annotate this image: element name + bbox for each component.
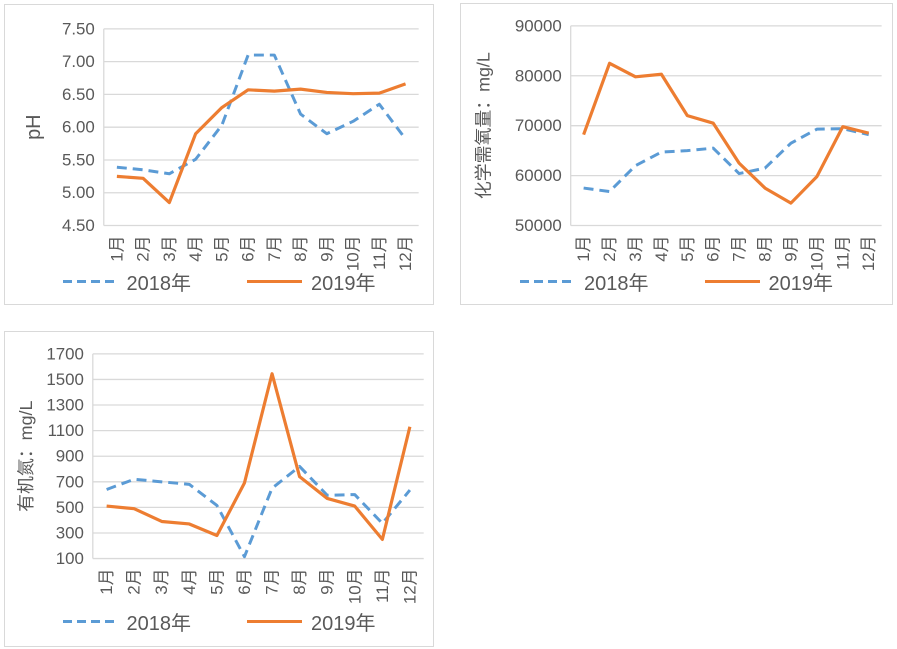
x-axis-tick-label: 6月 [235,568,254,594]
x-axis-tick-label: 8月 [756,235,775,261]
legend-item-2019: 2019年 [247,267,376,296]
y-axis-tick-label: 60000 [515,166,562,185]
series-2018年-line [116,53,407,176]
y-axis-tick-label: 700 [56,472,84,491]
legend-2019-line-sample [247,280,302,283]
x-axis-tick-label: 10月 [807,235,826,271]
x-axis-tick-label: 6月 [239,235,258,261]
legend-2018-dash-sample [62,620,118,623]
x-axis-tick-label: 11月 [373,568,392,602]
legend-2018-dash-sample [520,280,575,283]
x-axis-tick-label: 10月 [345,568,364,604]
x-axis-tick-label: 4月 [180,568,199,594]
y-axis-tick-label: 80000 [515,66,562,85]
legend-organic-nitrogen: 2018年 2019年 [5,607,433,636]
x-axis-tick-label: 5月 [212,235,231,261]
organic-nitrogen-line-chart: 1700 1500 1300 1100 900 700 500 300 100 1月 2月 3月 4月 5… [16,344,424,604]
legend-2019-label: 2019年 [768,273,834,295]
series-2019年-line [106,372,412,541]
y-axis-title: pH [23,114,45,139]
x-axis-tick-label: 1月 [574,235,593,261]
x-axis-tick-label: 4月 [186,235,205,261]
y-axis-tick-label: 100 [56,549,84,568]
x-axis-tick-label: 3月 [152,568,171,594]
y-axis-tick-label: 6.50 [62,85,95,104]
legend-item-2019: 2019年 [247,607,376,636]
y-axis-tick-label: 7.00 [62,52,95,71]
legend-ph: 2018年 2019年 [5,267,433,296]
legend-2018-label: 2018年 [126,273,192,295]
legend-2018-dash-sample [62,280,118,283]
x-axis-tick-label: 2月 [134,235,153,261]
y-axis-tick-label: 500 [56,498,84,517]
x-axis-tick-label: 12月 [396,235,415,271]
legend-item-2018: 2018年 [62,267,192,296]
y-axis-title: 有机氮：mg/L [16,401,36,512]
x-axis-tick-label: 9月 [781,235,800,261]
y-axis-tick-label: 900 [56,447,84,466]
y-axis-tick-label: 70000 [515,116,562,135]
x-axis-tick-label: 10月 [344,235,363,271]
chart-panel-cod: 90000 80000 70000 60000 50000 1月 2月 3月 4月 5月 6月 7月 8… [460,3,893,305]
legend-item-2019: 2019年 [704,267,834,296]
series-2018年-line [583,127,870,194]
x-axis-tick-label: 4月 [652,235,671,261]
x-axis-tick-label: 1月 [107,235,126,261]
x-axis-tick-label: 2月 [600,235,619,261]
y-axis-tick-label: 5.50 [62,150,95,169]
y-axis-tick-label: 7.50 [62,19,95,38]
cod-line-chart: 90000 80000 70000 60000 50000 1月 2月 3月 4月 5月 6月 7月 8… [473,16,882,271]
x-axis-tick-label: 7月 [730,235,749,261]
y-axis-tick-label: 4.50 [62,216,95,235]
x-axis-tick-label: 7月 [263,568,282,594]
series-2018年-line [106,464,412,559]
legend-item-2018: 2018年 [62,607,192,636]
ph-line-chart: 7.50 7.00 6.50 6.00 5.50 5.00 4.50 1月 2月 3月 4月 5月 6月… [23,19,419,271]
x-axis-tick-label: 12月 [400,568,419,604]
y-axis-tick-label: 5.00 [62,183,95,202]
x-axis-tick-label: 8月 [290,568,309,594]
y-axis-title: 化学需氧量：mg/L [473,52,493,199]
y-axis-tick-label: 50000 [515,216,562,235]
y-axis-tick-label: 6.00 [62,118,95,137]
series-2019年-line [116,82,407,205]
legend-2019-label: 2019年 [311,273,376,295]
y-axis-tick-label: 1300 [46,396,84,415]
x-axis-tick-label: 3月 [626,235,645,261]
chart-panel-organic-nitrogen: 1700 1500 1300 1100 900 700 500 300 100 1月 2月 3月 4月 5… [4,331,434,647]
legend-item-2018: 2018年 [520,267,649,296]
x-axis-tick-label: 9月 [317,235,336,261]
x-axis-tick-label: 11月 [833,235,852,269]
x-axis-tick-label: 8月 [291,235,310,261]
x-axis-tick-label: 12月 [859,235,878,271]
legend-2019-label: 2019年 [311,613,376,635]
y-axis-tick-label: 1500 [46,370,84,389]
legend-2018-label: 2018年 [126,613,192,635]
legend-2019-line-sample [704,280,760,283]
x-axis-tick-label: 5月 [207,568,226,594]
y-axis-tick-label: 1100 [48,421,84,440]
y-axis-tick-label: 300 [56,523,84,542]
y-axis-tick-label: 1700 [46,344,84,363]
x-axis-tick-label: 9月 [318,568,337,594]
x-axis-tick-label: 5月 [678,235,697,261]
legend-cod: 2018年 2019年 [461,267,892,296]
legend-2018-label: 2018年 [584,273,649,295]
x-axis-tick-label: 6月 [704,235,723,261]
legend-2019-line-sample [247,620,302,623]
chart-panel-ph: 7.50 7.00 6.50 6.00 5.50 5.00 4.50 1月 2月 3月 4月 5月 6月… [4,4,434,305]
x-axis-tick-label: 2月 [125,568,144,594]
y-axis-tick-label: 90000 [515,16,562,35]
x-axis-tick-label: 7月 [265,235,284,261]
series-2019年-line [582,61,870,205]
x-axis-tick-label: 1月 [97,568,116,594]
x-axis-tick-label: 11月 [370,235,389,269]
x-axis-tick-label: 3月 [160,235,179,261]
